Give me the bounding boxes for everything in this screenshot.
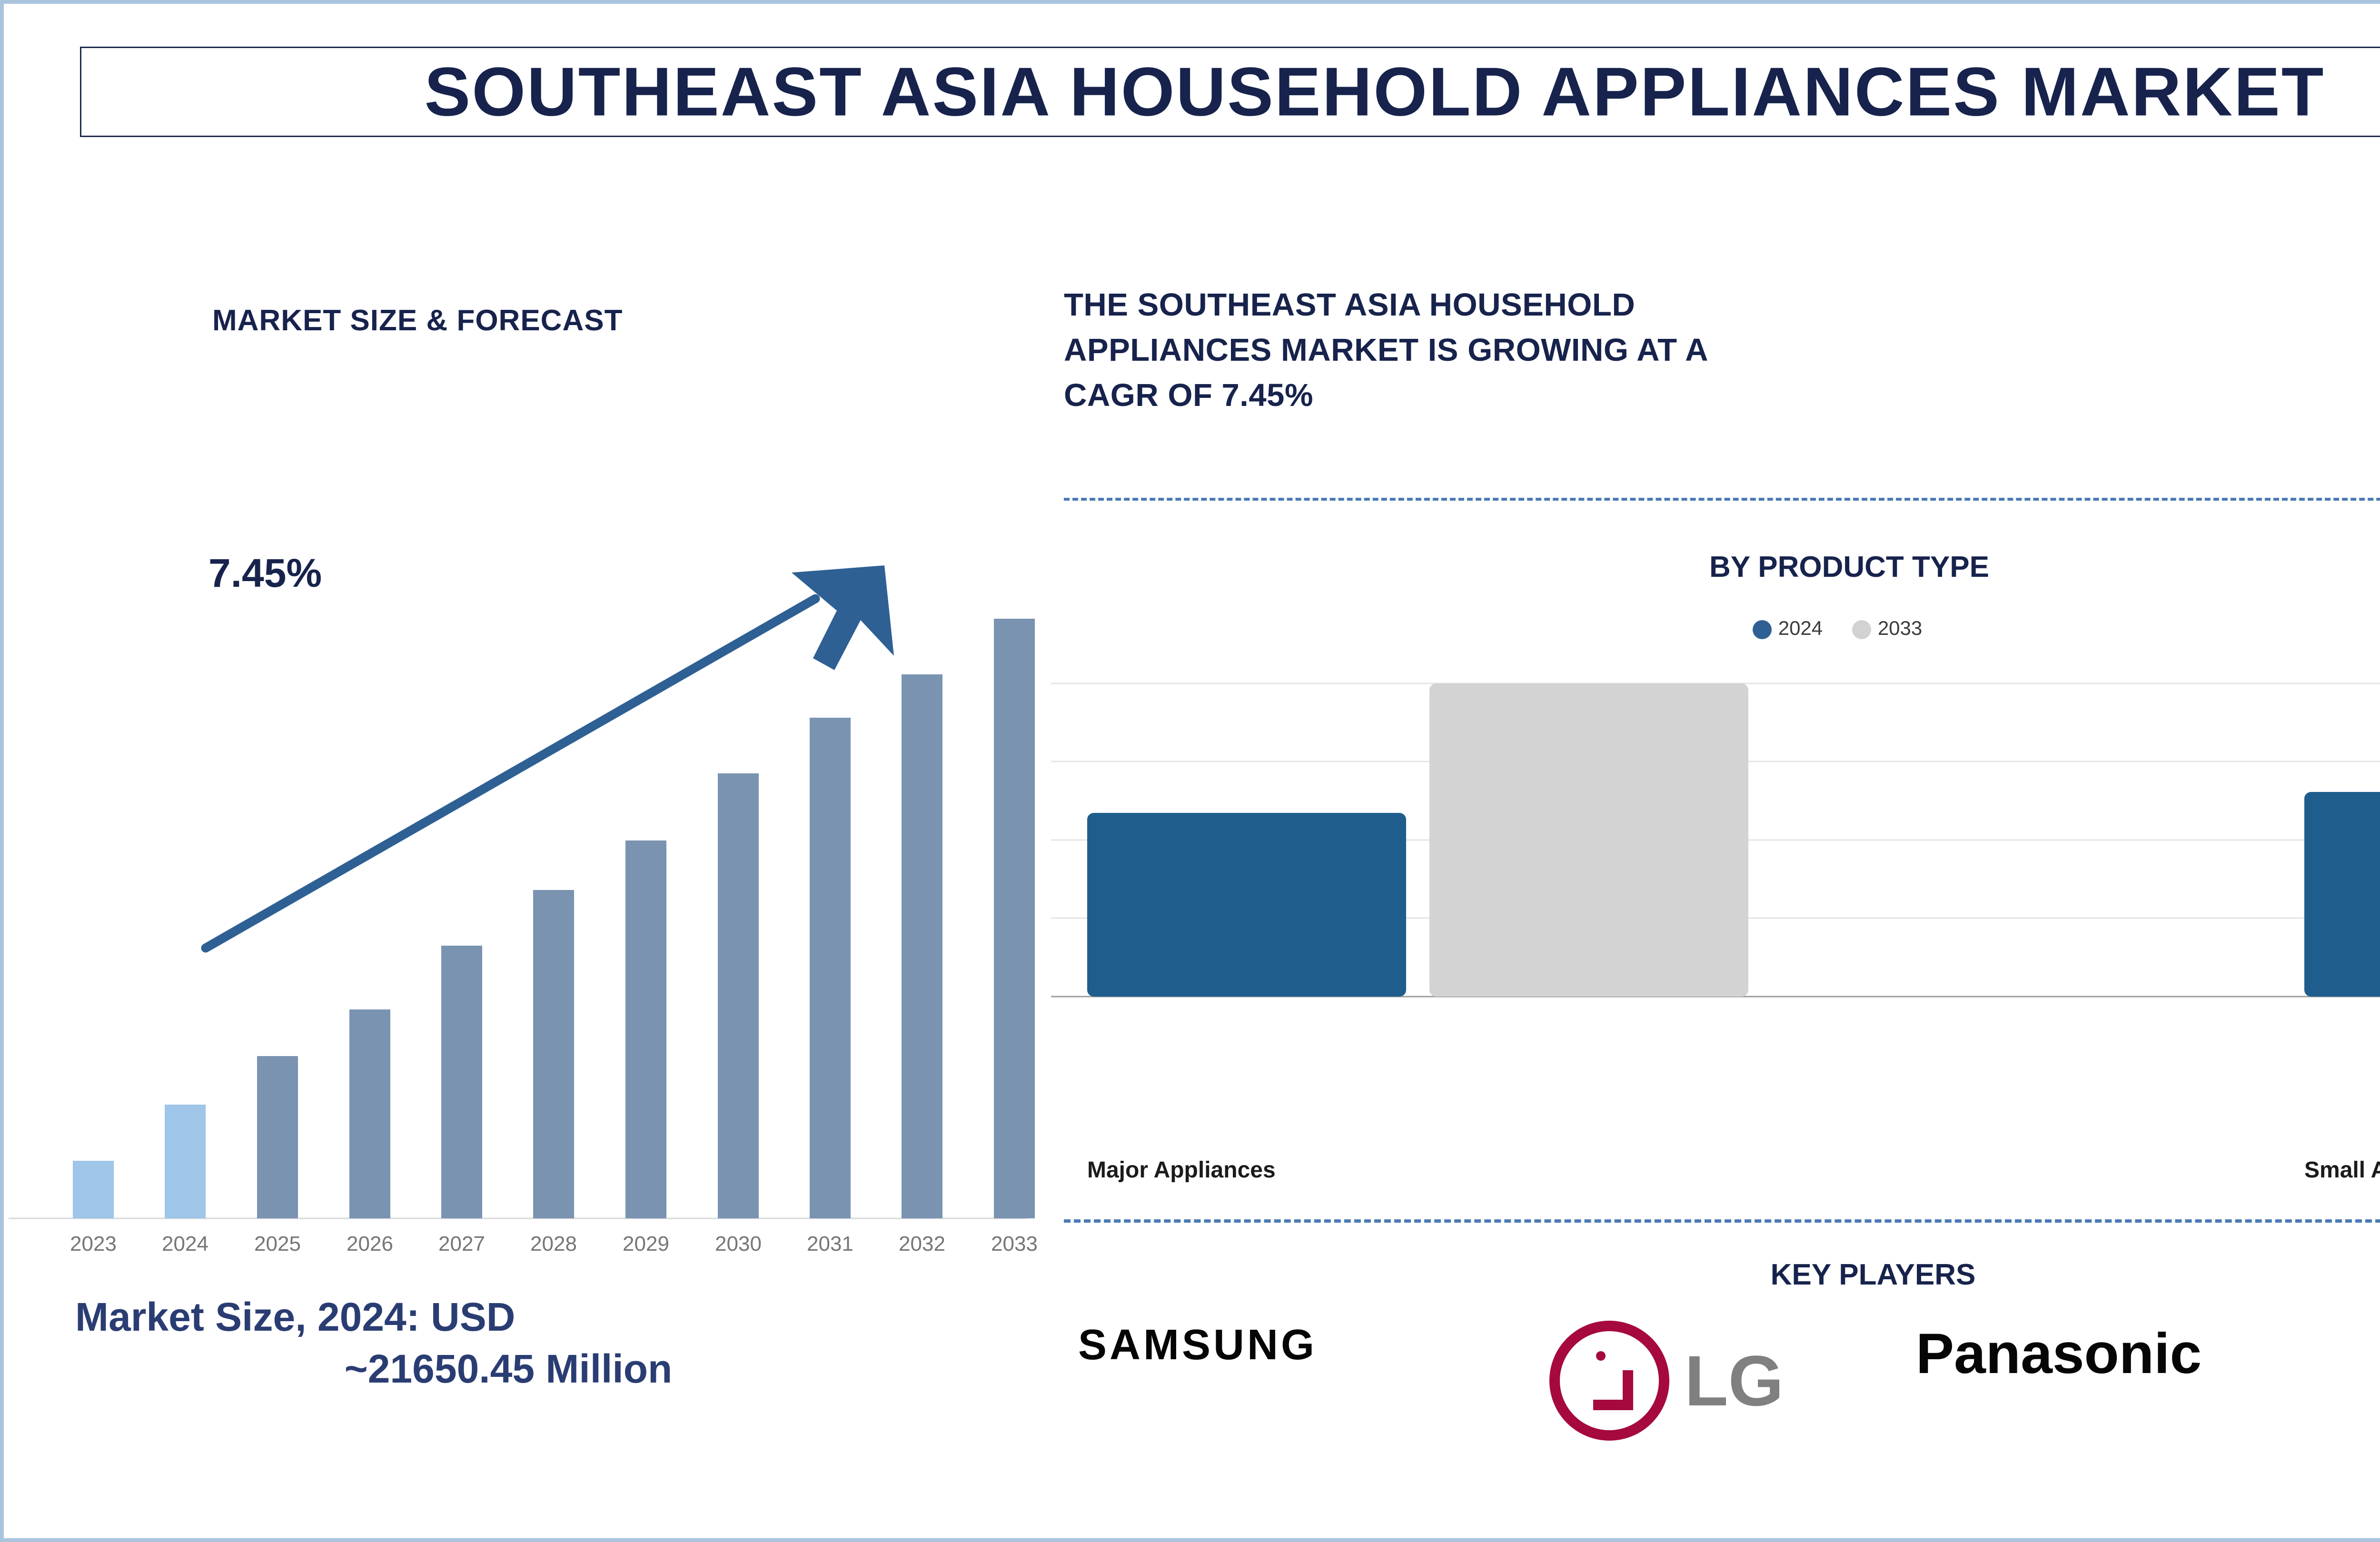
svg-text:2033: 2033 <box>991 1232 1038 1255</box>
svg-text:2030: 2030 <box>715 1232 762 1255</box>
svg-text:2026: 2026 <box>347 1232 393 1255</box>
svg-text:2023: 2023 <box>70 1232 117 1255</box>
svg-text:2029: 2029 <box>623 1232 669 1255</box>
svg-text:2025: 2025 <box>254 1232 301 1255</box>
svg-text:2032: 2032 <box>899 1232 945 1255</box>
svg-text:2031: 2031 <box>807 1232 853 1255</box>
svg-text:2027: 2027 <box>438 1232 485 1255</box>
svg-text:2028: 2028 <box>530 1232 577 1255</box>
svg-text:2024: 2024 <box>162 1232 208 1255</box>
